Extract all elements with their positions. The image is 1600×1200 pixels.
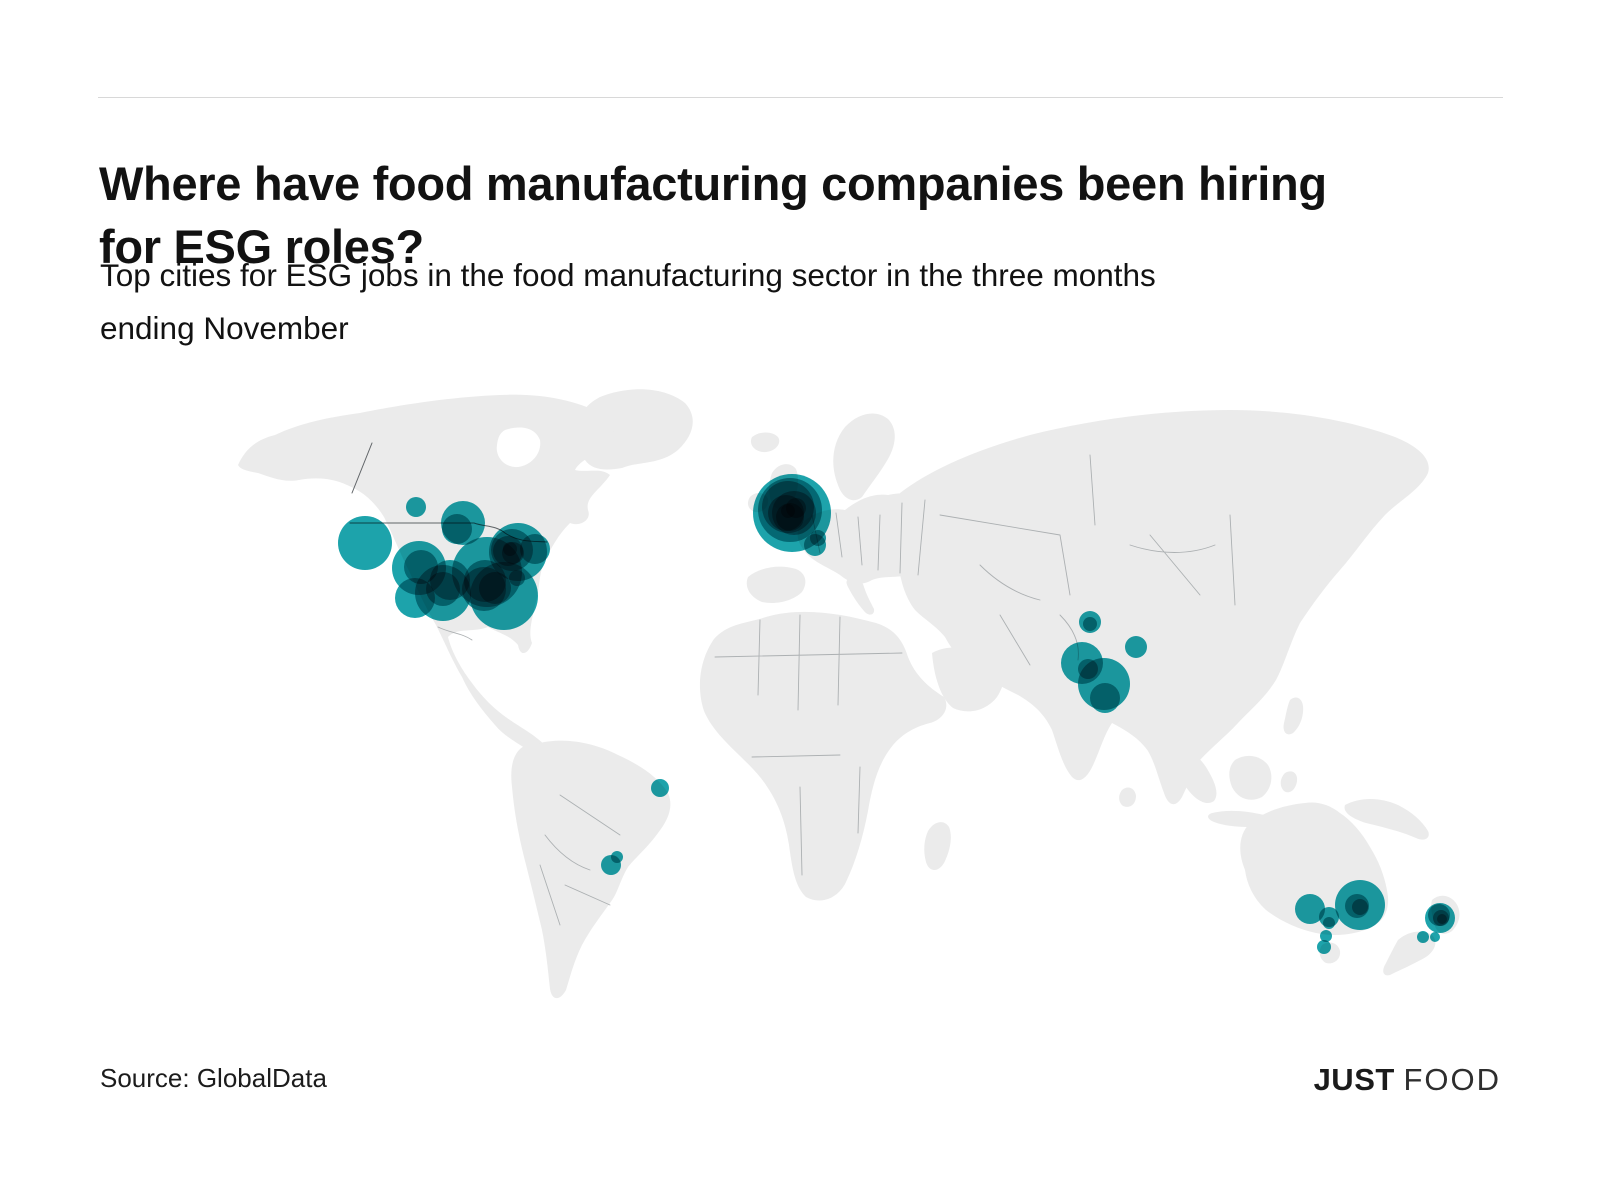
bubble-layer: [338, 474, 1455, 954]
city-bubble: [1323, 917, 1335, 929]
city-bubble: [520, 534, 550, 564]
city-bubble: [338, 516, 392, 570]
title-line-2: for ESG roles?: [99, 219, 424, 273]
city-bubble: [1430, 932, 1440, 942]
subtitle-line-1: Top cities for ESG jobs in the food manu…: [100, 257, 1156, 293]
continents: [238, 389, 1460, 999]
city-bubble: [1437, 914, 1447, 924]
city-bubble: [1352, 899, 1368, 915]
city-bubble: [1083, 617, 1097, 631]
city-bubble: [781, 504, 795, 518]
brand-logo: JUST FOOD: [1314, 1062, 1501, 1098]
city-bubble: [1320, 930, 1332, 942]
city-bubble: [1125, 636, 1147, 658]
page-subtitle: Top cities for ESG jobs in the food manu…: [100, 249, 1500, 355]
city-bubble: [406, 497, 426, 517]
source-label: Source: GlobalData: [100, 1063, 327, 1093]
subtitle-line-2: ending November: [100, 309, 349, 346]
city-bubble: [1317, 940, 1331, 954]
country-borders: [349, 442, 1236, 926]
top-divider: [98, 97, 1503, 98]
city-bubble: [442, 514, 472, 544]
page-title: Where have food manufacturing companies …: [99, 153, 1459, 278]
city-bubble: [1295, 894, 1325, 924]
city-bubble: [395, 578, 435, 618]
city-bubble: [810, 530, 826, 546]
brand-just: JUST: [1313, 1062, 1395, 1097]
city-bubble: [1417, 931, 1429, 943]
brand-food: FOOD: [1403, 1062, 1501, 1097]
bubble-map-chart: [0, 365, 1600, 1045]
city-bubble: [503, 542, 517, 556]
city-bubble: [651, 779, 669, 797]
title-line-1: Where have food manufacturing companies …: [99, 157, 1327, 211]
city-bubble: [1090, 683, 1120, 713]
city-bubble: [611, 851, 623, 863]
world-map: [238, 389, 1460, 999]
